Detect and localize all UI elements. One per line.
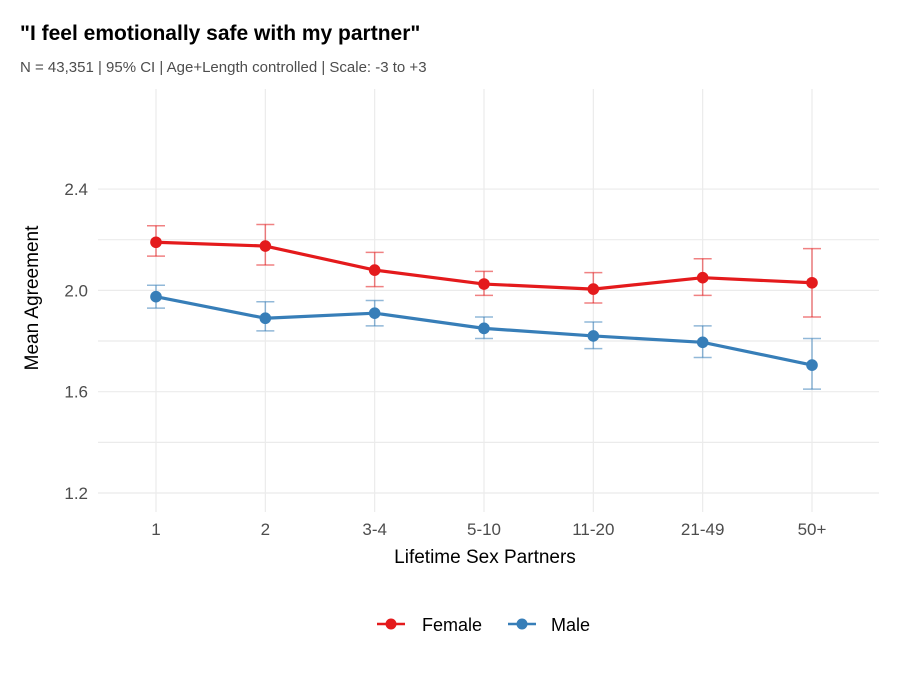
- series-female: [147, 223, 821, 318]
- y-tick-label: 1.6: [64, 383, 88, 402]
- data-point: [587, 330, 600, 342]
- x-axis-label: Lifetime Sex Partners: [394, 547, 576, 568]
- x-tick-label: 21-49: [681, 520, 724, 539]
- data-point: [368, 307, 381, 319]
- y-tick-label: 2.0: [64, 281, 88, 300]
- legend-item-female: Female: [377, 615, 482, 635]
- data-point: [150, 290, 162, 303]
- chart-subtitle: N = 43,351 | 95% CI | Age+Length control…: [20, 59, 427, 76]
- data-point: [478, 322, 490, 335]
- data-point: [806, 359, 818, 371]
- x-tick-label: 3-4: [362, 520, 387, 539]
- data-point: [806, 276, 818, 289]
- x-axis-ticks: 1 2 3-4 5-10 11-20 21-49 50+: [151, 520, 826, 539]
- data-point: [259, 312, 272, 325]
- y-tick-label: 2.4: [64, 180, 88, 199]
- data-point: [696, 271, 709, 284]
- data-point: [368, 264, 381, 276]
- x-tick-label: 2: [261, 520, 270, 539]
- legend-label-male: Male: [551, 615, 590, 635]
- y-axis-ticks: 1.2 1.6 2.0 2.4: [64, 180, 88, 503]
- series: [147, 223, 821, 390]
- legend: Female Male: [377, 615, 590, 635]
- x-tick-label: 1: [151, 520, 160, 539]
- data-point: [150, 236, 162, 249]
- data-point: [696, 336, 709, 349]
- y-axis-label: Mean Agreement: [22, 225, 43, 370]
- x-tick-label: 5-10: [467, 520, 501, 539]
- x-tick-label: 11-20: [572, 520, 614, 539]
- y-tick-label: 1.2: [64, 484, 88, 503]
- data-point: [478, 278, 490, 290]
- legend-item-male: Male: [508, 615, 590, 635]
- chart-title: "I feel emotionally safe with my partner…: [20, 22, 420, 45]
- legend-label-female: Female: [422, 615, 482, 635]
- series-male: [147, 284, 821, 390]
- grid: [98, 89, 879, 512]
- data-point: [587, 283, 600, 295]
- data-point: [259, 240, 272, 252]
- legend-key-dot: [516, 618, 528, 630]
- x-tick-label: 50+: [798, 520, 827, 539]
- legend-key-dot: [385, 618, 397, 630]
